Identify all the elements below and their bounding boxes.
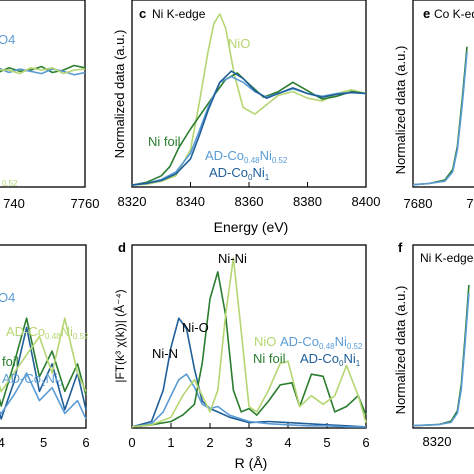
tick-label-x: 3 <box>245 435 252 450</box>
annotation-ni-n: Ni-N <box>152 346 178 361</box>
legend-foil: foil <box>2 354 19 369</box>
tick-label-x: 0 <box>128 435 135 450</box>
panel-label-c: c <box>139 6 146 21</box>
plot-frame <box>0 0 86 188</box>
tick-label-x: 8360 <box>235 194 264 209</box>
series-line-curve-3 <box>0 372 87 420</box>
legend-ad-co048: AD-Co0.48Ni0.52 <box>205 148 288 165</box>
legend-ad-co048: AD-Co0.48Ni0.52 <box>280 334 363 351</box>
tick-label-x: 8320 <box>423 434 452 449</box>
tick-label-x: 8400 <box>352 194 381 209</box>
tick-label-x: 4 <box>284 435 291 450</box>
series-line-nio <box>131 257 367 428</box>
series-layer <box>131 13 367 186</box>
y-axis-label: Normalized data (a.u.) <box>393 286 408 415</box>
tick-label-x: 2 <box>206 435 213 450</box>
annotation-ni-ni: Ni-Ni <box>218 251 247 266</box>
tick-label-x: 6 <box>82 435 89 450</box>
tick-marks <box>131 182 367 187</box>
series-line-curve-2 <box>0 67 86 75</box>
panel-label-e: e <box>423 6 430 21</box>
panel-title: Ni K-edge <box>420 251 474 265</box>
series-line-ad-co0ni1 <box>131 70 367 186</box>
panel-d: d Ni-Ni Ni-O Ni-N NiO Ni foil AD-Co0.48N… <box>112 240 370 471</box>
tick-label-x: 7 <box>466 196 473 211</box>
annotation-ni-foil: Ni foil <box>148 134 181 149</box>
x-axis-label: Energy (eV) <box>214 219 289 235</box>
fragment-sub: 0.52 <box>2 179 18 188</box>
series-line-curve-0 <box>0 64 86 74</box>
y-axis-label: Normalized data (a.u.) <box>112 30 127 159</box>
x-axis-label: R (Å) <box>235 455 268 471</box>
tick-labels-x: 0 1 2 3 4 5 6 <box>128 435 369 450</box>
panel-title: Co K-edge <box>434 7 474 21</box>
series-line-curve-1 <box>412 292 470 427</box>
tick-label-x: 1 <box>167 435 174 450</box>
tick-label-x: 5 <box>323 435 330 450</box>
tick-label-x: 8320 <box>118 194 147 209</box>
panel-e: e Co K-edge Normalized data (a.u.) 7680 … <box>393 0 474 211</box>
series-line-curve-0 <box>412 284 470 427</box>
plot-frame <box>412 244 474 429</box>
annotation-ni-foil: Ni foil <box>253 351 286 366</box>
series-line-curve-0 <box>0 326 87 420</box>
series-line-ni-foil <box>131 72 367 186</box>
plot-frame <box>0 244 87 429</box>
series-line-ad-co0-48ni0-52 <box>131 75 367 186</box>
annotation-nio: NiO <box>254 334 276 349</box>
series-line-curve-0 <box>412 46 468 186</box>
series-line-curve-2 <box>0 317 87 393</box>
panel-c: c Ni K-edge NiO Ni foil AD-Co0.48Ni0.52 … <box>112 0 380 235</box>
plot-frame <box>412 0 474 188</box>
series-layer <box>0 64 86 76</box>
legend-ad-co1: AD-Co1Ni0 <box>2 371 63 388</box>
tick-label-x: 6 <box>362 435 369 450</box>
series-line-ad-co0ni1 <box>131 317 367 428</box>
legend-ad-co0: AD-Co0Ni1 <box>300 351 361 368</box>
legend-ad-co0: AD-Co0Ni1 <box>209 165 270 182</box>
series-layer <box>131 257 367 428</box>
y-axis-label: |FT(k³ χ(k))| (Å⁻⁴) <box>112 289 127 382</box>
series-line-curve-1 <box>0 317 87 407</box>
fragment-o4: O4 <box>0 290 15 305</box>
tick-label-x: 5 <box>40 435 47 450</box>
tick-label-x: 8380 <box>293 194 322 209</box>
series-layer <box>412 46 468 186</box>
panel-title: Ni K-edge <box>152 7 206 21</box>
legend-ad-co048: AD-Co0.48Ni0.52 <box>6 324 89 341</box>
tick-label-x: 8340 <box>176 194 205 209</box>
tick-label-x: 4 <box>0 435 5 450</box>
series-line-curve-1 <box>412 52 468 186</box>
series-line-ni-foil <box>131 271 367 428</box>
panel-top-left: O4 0.52 740 7760 <box>0 0 99 211</box>
panel-label-f: f <box>398 240 403 255</box>
annotation-nio: NiO <box>228 36 250 51</box>
y-axis-label: Normalized data (a.u.) <box>393 46 408 175</box>
panel-label-d: d <box>118 240 126 255</box>
tick-labels-x: 4 5 6 <box>0 435 90 450</box>
series-layer <box>0 317 87 420</box>
series-layer <box>412 284 470 427</box>
annotation-ni-o: Ni-O <box>182 320 209 335</box>
tick-labels-x: 8320 8340 8360 8380 8400 <box>118 194 381 209</box>
tick-label-x: 7760 <box>71 196 100 211</box>
panel-bottom-left: O4 AD-Co0.48Ni0.52 foil AD-Co1Ni0 4 5 6 <box>0 244 90 450</box>
tick-label-x: 740 <box>3 196 25 211</box>
series-line-ad-co0-48ni0-52 <box>131 373 366 428</box>
panel-f: f Ni K-edge Normalized data (a.u.) 8320 <box>393 240 474 449</box>
fragment-o4: O4 <box>0 32 15 47</box>
tick-label-x: 7680 <box>404 196 433 211</box>
